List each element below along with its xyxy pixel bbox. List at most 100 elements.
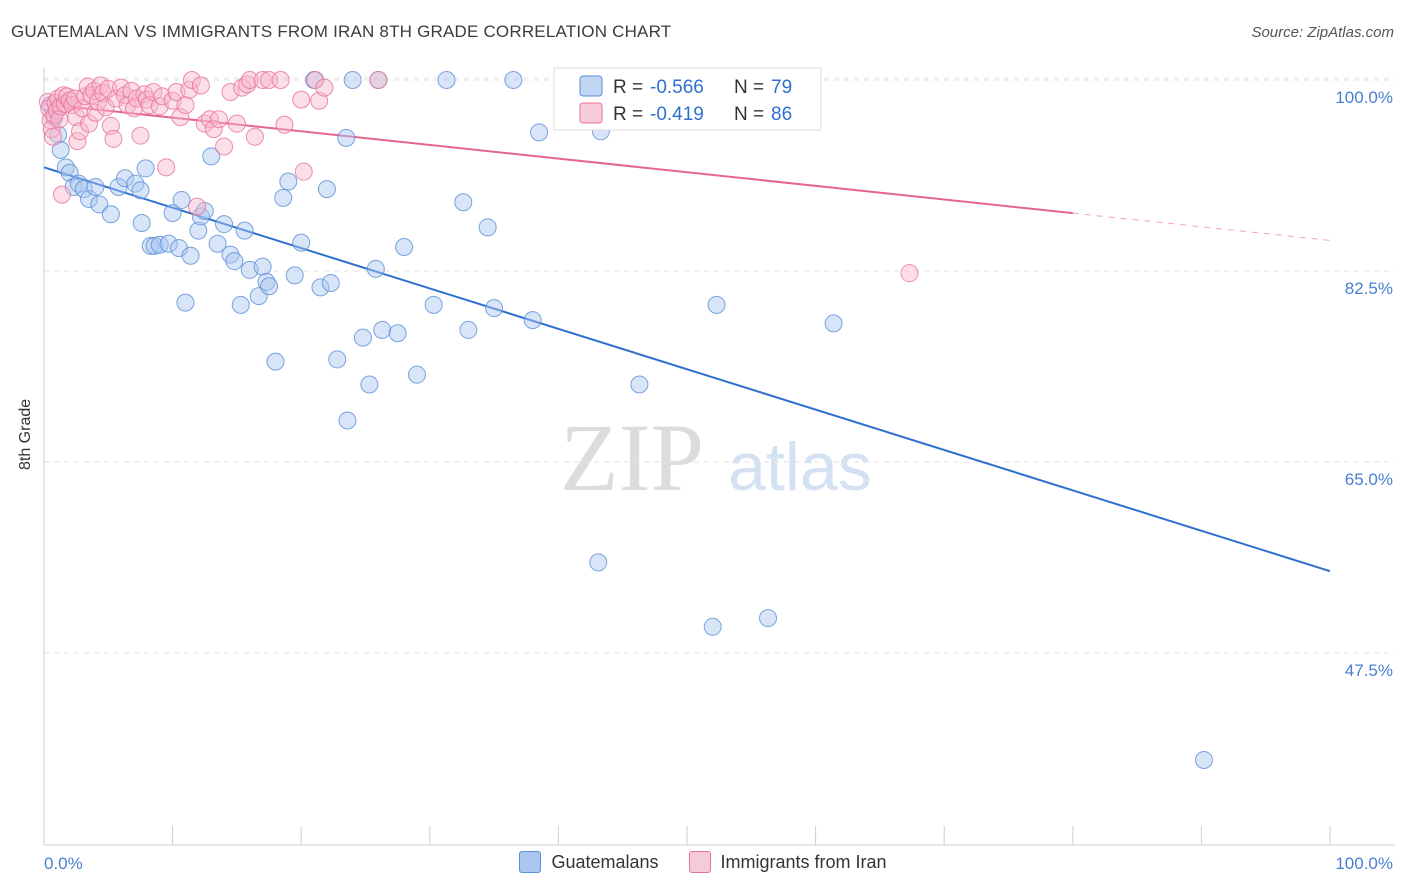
- y-tick-label-1: 82.5%: [1345, 279, 1393, 298]
- y-tick-label-3: 47.5%: [1345, 661, 1393, 680]
- point-guatemalans-46: [285, 266, 304, 285]
- point-guatemalans-27: [181, 246, 200, 265]
- point-iran-49: [157, 158, 176, 177]
- point-guatemalans-25: [172, 191, 191, 210]
- grid: [44, 77, 1395, 654]
- point-guatemalans-55: [343, 71, 362, 89]
- trend-line-guatemalans: [43, 166, 1331, 573]
- point-guatemalans-28: [189, 221, 208, 240]
- point-guatemalans-62: [395, 237, 414, 256]
- point-guatemalans-67: [459, 320, 478, 339]
- legend-item-iran[interactable]: Immigrants from Iran: [688, 851, 887, 873]
- point-iran-11: [53, 185, 72, 204]
- point-iran-71: [271, 71, 290, 89]
- point-iran-4: [44, 127, 63, 146]
- point-iran-60: [204, 120, 223, 139]
- point-guatemalans-77: [707, 295, 726, 314]
- x-tick-label-0: 0.0%: [44, 854, 83, 873]
- legend-label-guatemalans: Guatemalans: [551, 851, 659, 872]
- point-guatemalans-56: [353, 328, 372, 347]
- point-guatemalans-69: [485, 299, 504, 318]
- point-guatemalans-26: [176, 293, 195, 312]
- point-iran-61: [209, 110, 228, 129]
- point-guatemalans-23: [163, 204, 182, 223]
- point-guatemalans-20: [145, 236, 164, 255]
- point-guatemalans-79: [759, 609, 778, 628]
- watermark-zip: ZIP: [560, 404, 704, 511]
- legend-r-label-iran: R =: [613, 104, 643, 125]
- trend-lines: [43, 103, 1331, 573]
- point-guatemalans-65: [437, 71, 456, 89]
- point-guatemalans-54: [338, 411, 357, 430]
- legend-item-guatemalans[interactable]: Guatemalans: [519, 851, 659, 873]
- point-iran-52: [171, 108, 190, 127]
- point-guatemalans-53: [337, 128, 356, 147]
- point-iran-53: [176, 96, 195, 115]
- point-guatemalans-71: [523, 311, 542, 330]
- point-iran-27: [86, 103, 105, 122]
- point-guatemalans-47: [292, 233, 311, 252]
- point-iran-75: [306, 71, 325, 89]
- point-guatemalans-19: [141, 236, 160, 255]
- point-iran-69: [253, 71, 272, 89]
- point-guatemalans-40: [253, 257, 272, 276]
- point-guatemalans-64: [424, 295, 443, 314]
- legend-n-label-iran: N =: [734, 104, 764, 125]
- legend-n-value-iran: 86: [771, 104, 792, 125]
- point-guatemalans-22: [159, 234, 178, 253]
- point-iran-42: [131, 126, 150, 145]
- point-guatemalans-50: [317, 180, 336, 199]
- point-iran-55: [182, 71, 201, 89]
- point-guatemalans-52: [328, 350, 347, 369]
- point-guatemalans-8: [74, 180, 93, 199]
- point-iran-73: [292, 90, 311, 109]
- point-guatemalans-11: [90, 195, 109, 214]
- point-iran-67: [240, 71, 259, 89]
- point-guatemalans-17: [132, 213, 151, 232]
- legend-r-label-guatemalans: R =: [613, 77, 643, 98]
- point-guatemalans-31: [202, 147, 221, 166]
- point-iran-62: [215, 137, 234, 156]
- point-iran-77: [315, 78, 334, 97]
- point-guatemalans-51: [321, 274, 340, 293]
- legend-r-value-iran: -0.419: [650, 104, 704, 125]
- y-tick-label-0: 100.0%: [1335, 88, 1393, 107]
- point-iran-72: [275, 115, 294, 134]
- point-iran-33: [101, 116, 120, 135]
- point-guatemalans-66: [454, 193, 473, 212]
- point-guatemalans-72: [530, 123, 549, 142]
- point-guatemalans-18: [136, 159, 155, 178]
- point-iran-79: [900, 264, 919, 283]
- point-guatemalans-14: [116, 169, 135, 188]
- point-guatemalans-42: [260, 277, 279, 296]
- legend-stats-swatch-iran: [579, 102, 603, 124]
- tick-labels: 100.0% 82.5% 65.0% 47.5% 0.0% 100.0%: [44, 88, 1393, 873]
- point-iran-57: [191, 76, 210, 95]
- point-iran-34: [104, 129, 123, 148]
- point-guatemalans-60: [373, 320, 392, 339]
- watermark: ZIP atlas: [560, 404, 872, 511]
- point-guatemalans-73: [589, 553, 608, 572]
- point-guatemalans-70: [504, 71, 523, 89]
- point-guatemalans-44: [274, 188, 293, 207]
- point-guatemalans-43: [266, 352, 285, 371]
- point-guatemalans-49: [311, 278, 330, 297]
- point-guatemalans-63: [407, 365, 426, 384]
- point-iran-68: [245, 127, 264, 146]
- point-iran-74: [294, 162, 313, 181]
- point-guatemalans-36: [231, 295, 250, 314]
- point-iran-63: [221, 83, 240, 102]
- point-iran-32: [99, 79, 118, 98]
- point-guatemalans-57: [360, 375, 379, 394]
- point-iran-64: [227, 114, 246, 133]
- legend-stats-box: R = -0.566 N = 79 R = -0.419 N = 86: [553, 67, 822, 131]
- point-guatemalans-68: [478, 218, 497, 237]
- point-iran-3: [42, 120, 61, 139]
- point-iran-56: [188, 197, 207, 216]
- point-guatemalans-16: [131, 181, 150, 200]
- y-tick-label-2: 65.0%: [1345, 470, 1393, 489]
- point-guatemalans-10: [86, 177, 105, 196]
- point-iran-24: [80, 114, 99, 133]
- point-guatemalans-80: [824, 314, 843, 333]
